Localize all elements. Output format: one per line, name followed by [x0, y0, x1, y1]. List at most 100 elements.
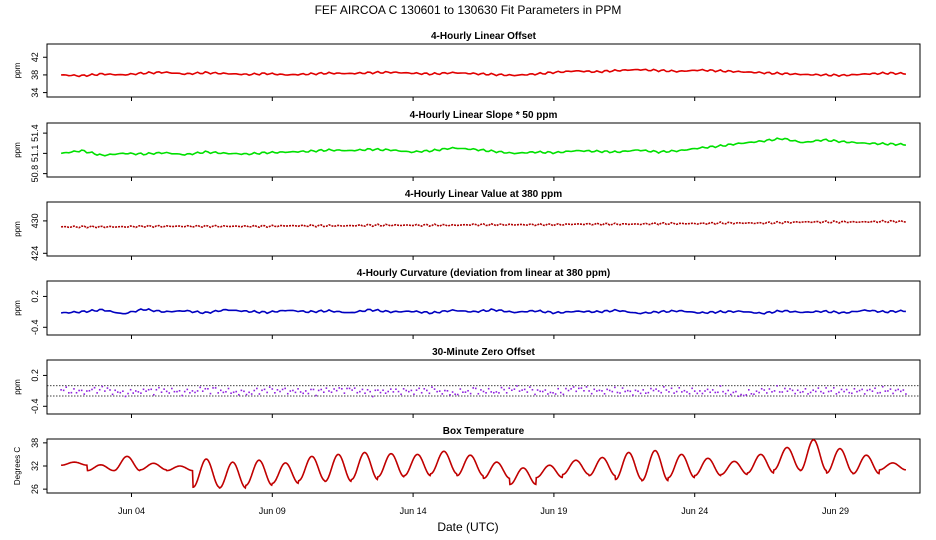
data-point [513, 388, 516, 390]
data-point [554, 393, 557, 395]
y-tick-label: 38 [30, 70, 40, 80]
data-point [428, 392, 431, 395]
data-point [292, 389, 294, 392]
x-axis: Jun 04 Jun 09 Jun 14 Jun 19 Jun 24 Jun 29 [118, 506, 849, 516]
data-point [585, 386, 588, 388]
data-point [853, 387, 856, 390]
data-point [137, 391, 140, 393]
data-point [802, 390, 804, 393]
data-point [467, 389, 469, 392]
data-point [652, 389, 655, 392]
data-point [351, 389, 353, 391]
data-point [204, 387, 207, 390]
data-point [899, 390, 902, 393]
data-point [616, 391, 619, 394]
data-point [608, 389, 611, 392]
data-point [495, 391, 498, 393]
data-point [583, 389, 585, 392]
data-point [747, 389, 750, 391]
data-point [647, 391, 650, 394]
data-point [817, 387, 820, 389]
data-point [549, 391, 552, 394]
data-series [60, 385, 907, 398]
data-point [508, 387, 511, 389]
data-point [91, 388, 93, 391]
data-point [511, 389, 513, 392]
data-point [848, 391, 851, 394]
data-series [61, 438, 907, 490]
data-point [263, 388, 266, 391]
data-point [201, 390, 204, 392]
data-point [348, 387, 351, 390]
data-point [245, 393, 248, 396]
data-point [603, 392, 606, 395]
data-point [766, 392, 768, 394]
data-point [405, 389, 408, 392]
y-axis-label: ppm [13, 379, 22, 395]
data-point [423, 388, 426, 390]
data-point [400, 393, 402, 396]
data-point [529, 386, 531, 388]
data-point [606, 388, 608, 391]
data-point [740, 393, 742, 396]
data-point [464, 391, 467, 393]
data-point [789, 388, 791, 390]
data-point [482, 390, 485, 393]
y-axis-label: ppm [13, 142, 22, 158]
data-point [83, 393, 86, 395]
data-point [371, 395, 374, 398]
data-point [835, 393, 838, 395]
data-point [480, 389, 482, 391]
data-point [897, 388, 899, 391]
data-point [632, 394, 634, 396]
data-point [261, 389, 263, 392]
plot-frame [46, 280, 921, 336]
data-point [335, 389, 338, 392]
data-point [186, 388, 189, 391]
data-point [189, 391, 191, 394]
y-tick-label: 430 [30, 213, 40, 228]
data-point [894, 389, 897, 392]
data-point [338, 387, 341, 389]
data-point [485, 392, 487, 394]
data-point [892, 392, 894, 395]
data-point [629, 390, 632, 393]
data-point [598, 389, 601, 392]
data-point [171, 387, 173, 390]
y-axis-label: ppm [13, 62, 22, 78]
data-point [840, 388, 843, 391]
data-point [611, 390, 614, 393]
data-point [73, 388, 75, 390]
data-point [562, 393, 565, 396]
data-point [116, 391, 119, 393]
data-point [717, 391, 719, 394]
data-point [397, 390, 400, 393]
data-point [737, 395, 740, 398]
data-point [140, 392, 142, 394]
data-point [62, 389, 65, 392]
data-point [601, 390, 603, 392]
data-point [194, 391, 196, 394]
data-point [142, 388, 145, 391]
data-point [753, 393, 755, 396]
data-point [559, 391, 562, 394]
y-axis-label: Degrees C [13, 447, 22, 485]
data-point [796, 389, 799, 392]
panel-6: Box Temperature Degrees C 26 32 38 [13, 426, 921, 497]
data-point [310, 388, 312, 391]
data-point [377, 389, 379, 391]
data-point [768, 388, 771, 390]
data-point [771, 391, 773, 393]
data-point [572, 386, 575, 388]
data-point [191, 390, 194, 392]
data-point [297, 388, 299, 390]
y-axis-label: ppm [13, 221, 22, 237]
data-point [369, 390, 371, 393]
data-point [905, 393, 907, 395]
data-point [696, 392, 699, 395]
data-point [825, 387, 827, 389]
data-point [500, 386, 503, 389]
data-point [642, 389, 644, 391]
data-point [516, 385, 518, 387]
